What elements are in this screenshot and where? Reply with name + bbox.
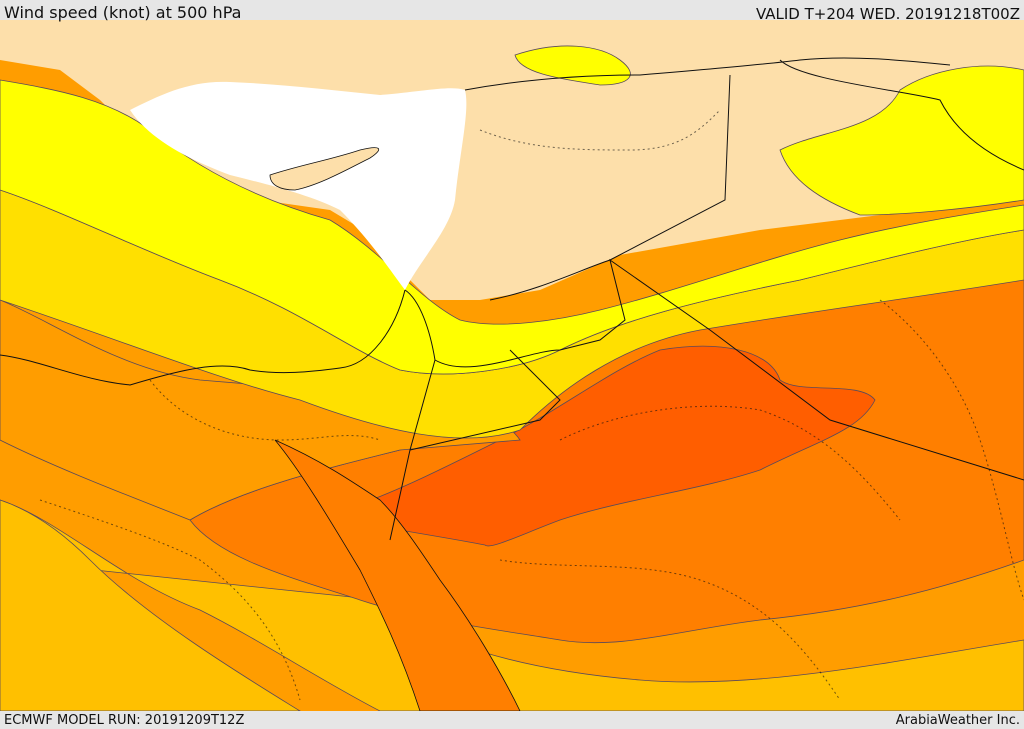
wind-band-30-east <box>779 65 1024 216</box>
province-lines <box>39 109 1024 701</box>
provider-credit: ArabiaWeather Inc. <box>895 713 1020 728</box>
cyprus-island <box>269 147 380 191</box>
wind-band-30 <box>0 79 1024 375</box>
model-run-label: ECMWF MODEL RUN: 20191209T12Z <box>4 713 245 728</box>
wind-speed-map <box>0 20 1024 711</box>
map-title: Wind speed (knot) at 500 hPa <box>4 3 242 22</box>
red-sea <box>274 439 521 711</box>
valid-time: VALID T+204 WED. 20191218T00Z <box>755 5 1020 23</box>
wind-band-60-west <box>0 499 301 711</box>
borders <box>0 57 1024 541</box>
header-bar <box>0 0 1024 22</box>
footer-bar <box>0 711 1024 729</box>
wind-band-60 <box>0 499 1024 711</box>
